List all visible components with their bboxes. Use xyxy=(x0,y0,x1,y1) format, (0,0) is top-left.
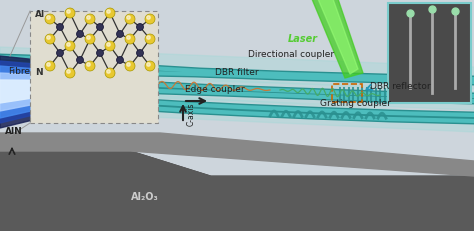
Circle shape xyxy=(117,57,124,64)
Circle shape xyxy=(125,15,135,25)
Text: DBR reflector: DBR reflector xyxy=(370,82,430,91)
Circle shape xyxy=(137,24,144,31)
Circle shape xyxy=(147,64,150,67)
Text: Edge coupler: Edge coupler xyxy=(185,85,245,94)
Circle shape xyxy=(125,35,135,45)
Circle shape xyxy=(105,9,115,19)
Circle shape xyxy=(87,64,90,67)
Circle shape xyxy=(147,36,150,40)
Polygon shape xyxy=(312,0,363,79)
Bar xyxy=(332,85,362,103)
Circle shape xyxy=(147,17,150,20)
Circle shape xyxy=(105,42,115,52)
Text: Grating coupler: Grating coupler xyxy=(320,99,391,108)
Polygon shape xyxy=(130,94,474,132)
Polygon shape xyxy=(0,74,107,112)
Text: AlN: AlN xyxy=(5,126,23,135)
Polygon shape xyxy=(0,57,115,128)
Polygon shape xyxy=(0,151,210,231)
Polygon shape xyxy=(0,81,104,103)
Circle shape xyxy=(85,62,95,72)
Bar xyxy=(388,4,471,103)
Circle shape xyxy=(45,35,55,45)
Text: DBR filter: DBR filter xyxy=(215,68,259,77)
Polygon shape xyxy=(0,48,474,90)
Circle shape xyxy=(145,62,155,72)
Circle shape xyxy=(117,31,124,38)
Circle shape xyxy=(107,11,110,14)
Circle shape xyxy=(47,36,50,40)
Circle shape xyxy=(76,31,83,38)
Text: Al: Al xyxy=(35,10,45,19)
Text: Directional coupler: Directional coupler xyxy=(248,50,334,59)
Circle shape xyxy=(125,62,135,72)
Polygon shape xyxy=(0,67,110,119)
Circle shape xyxy=(65,9,75,19)
Circle shape xyxy=(97,50,103,57)
Polygon shape xyxy=(55,73,474,110)
Circle shape xyxy=(67,44,70,47)
Circle shape xyxy=(45,62,55,72)
Text: C-axis: C-axis xyxy=(187,102,196,125)
Text: Al₂O₃: Al₂O₃ xyxy=(131,191,159,201)
Polygon shape xyxy=(0,151,474,231)
Circle shape xyxy=(85,35,95,45)
Circle shape xyxy=(107,70,110,74)
Circle shape xyxy=(137,50,144,57)
Polygon shape xyxy=(318,0,358,75)
Polygon shape xyxy=(0,62,112,123)
Circle shape xyxy=(107,44,110,47)
Circle shape xyxy=(145,35,155,45)
Text: Fibre: Fibre xyxy=(8,67,30,76)
Polygon shape xyxy=(0,134,474,176)
Circle shape xyxy=(67,70,70,74)
Circle shape xyxy=(127,64,130,67)
Circle shape xyxy=(127,17,130,20)
Bar xyxy=(30,12,158,123)
Circle shape xyxy=(56,24,64,31)
Circle shape xyxy=(76,57,83,64)
Text: Laser: Laser xyxy=(288,34,318,44)
Circle shape xyxy=(47,17,50,20)
Text: N: N xyxy=(35,68,43,77)
Circle shape xyxy=(45,15,55,25)
Circle shape xyxy=(85,15,95,25)
Circle shape xyxy=(87,36,90,40)
Circle shape xyxy=(65,69,75,79)
Circle shape xyxy=(87,17,90,20)
Circle shape xyxy=(56,50,64,57)
Circle shape xyxy=(47,64,50,67)
Circle shape xyxy=(145,15,155,25)
Circle shape xyxy=(127,36,130,40)
Circle shape xyxy=(105,69,115,79)
Circle shape xyxy=(65,42,75,52)
Circle shape xyxy=(67,11,70,14)
Circle shape xyxy=(97,24,103,31)
